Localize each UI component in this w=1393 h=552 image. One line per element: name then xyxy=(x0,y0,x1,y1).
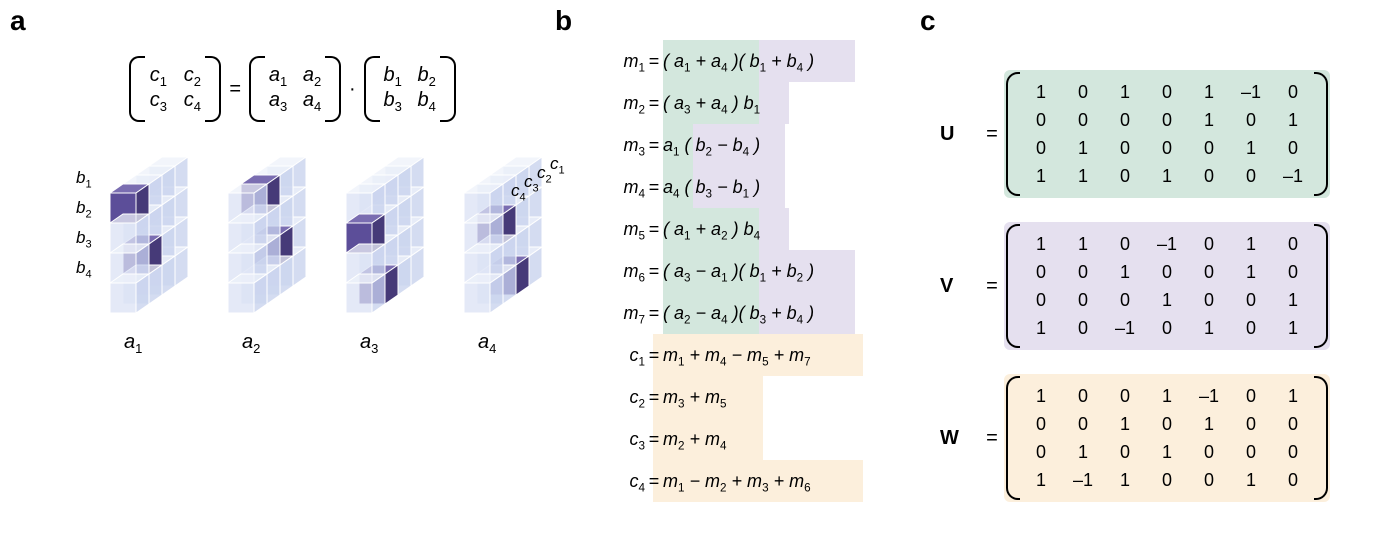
panel-a: c1c2c3c4=a1a2a3a4·b1b2b3b4 b1b2b3b4c1c2c… xyxy=(40,60,545,483)
equation-line: c2=m3 + m5 xyxy=(595,376,895,418)
panel-c: U=10101–1000001010100010110100–1 V=110–10… xyxy=(940,70,1370,526)
equation-line: m1=( a1 + a4 )( b1 + b4 ) xyxy=(595,40,895,82)
axis-a-label: a3 xyxy=(360,331,378,356)
equation-line: c3=m2 + m4 xyxy=(595,418,895,460)
axis-c-label: c3 xyxy=(524,172,539,194)
equation-line: m3=a1 ( b2 − b4 ) xyxy=(595,124,895,166)
axis-b-label: b1 xyxy=(76,168,92,190)
matrix-W: W=1001–101001010001010001–110010 xyxy=(940,374,1370,502)
axis-c-label: c1 xyxy=(550,154,565,176)
axis-c-label: c4 xyxy=(511,181,526,203)
equation-line: m7=( a2 − a4 )( b3 + b4 ) xyxy=(595,292,895,334)
equation-line: m2=( a3 + a4 ) b1 xyxy=(595,82,895,124)
panel-label-b: b xyxy=(555,5,572,37)
matrix-U: U=10101–1000001010100010110100–1 xyxy=(940,70,1370,198)
panel-label-a: a xyxy=(10,5,26,37)
axis-b-label: b4 xyxy=(76,258,92,280)
equation-line: c1=m1 + m4 − m5 + m7 xyxy=(595,334,895,376)
panel-b: m1=( a1 + a4 )( b1 + b4 )m2=( a3 + a4 ) … xyxy=(595,40,895,502)
panel-label-c: c xyxy=(920,5,936,37)
matmul-equation: c1c2c3c4=a1a2a3a4·b1b2b3b4 xyxy=(40,60,545,118)
equation-line: m5=( a1 + a2 ) b4 xyxy=(595,208,895,250)
equation-line: m4=a4 ( b3 − b1 ) xyxy=(595,166,895,208)
axis-b-label: b3 xyxy=(76,228,92,250)
axis-a-label: a1 xyxy=(124,331,142,356)
axis-a-label: a2 xyxy=(242,331,260,356)
equation-line: c4=m1 − m2 + m3 + m6 xyxy=(595,460,895,502)
axis-c-label: c2 xyxy=(537,163,552,185)
matrix-V: V=110–10100010010000100110–10101 xyxy=(940,222,1370,350)
axis-a-label: a4 xyxy=(478,331,496,356)
axis-b-label: b2 xyxy=(76,198,92,220)
equation-line: m6=( a3 − a1 )( b1 + b2 ) xyxy=(595,250,895,292)
tensor-diagram: b1b2b3b4c1c2c3c4a1a2a3a4 xyxy=(40,143,545,483)
tensor-cubes xyxy=(40,143,560,463)
